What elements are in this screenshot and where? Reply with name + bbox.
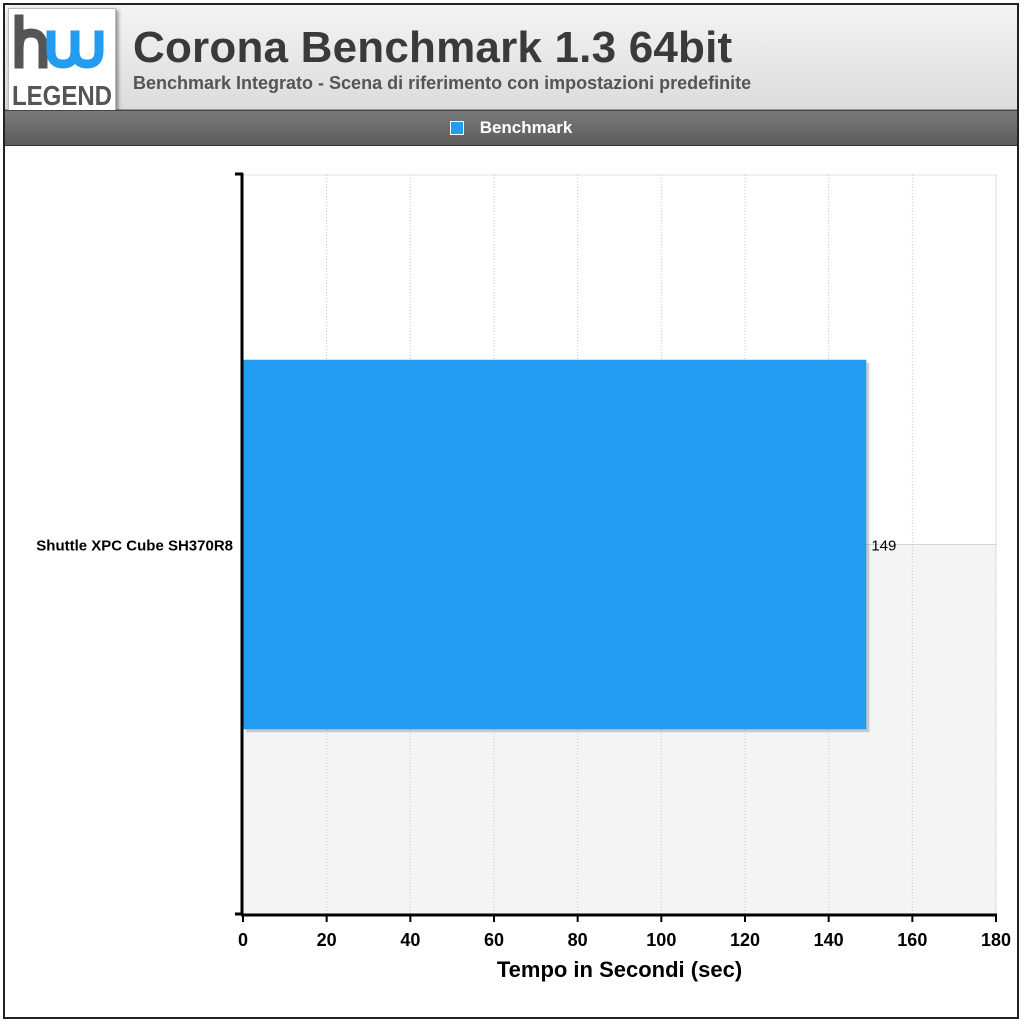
x-tick-label-60: 60 bbox=[484, 930, 504, 950]
bar-value-label: 149 bbox=[871, 538, 896, 555]
chart-header: Corona Benchmark 1.3 64bit Benchmark Int… bbox=[5, 5, 1017, 110]
x-tick-label-80: 80 bbox=[568, 930, 588, 950]
x-tick-label-140: 140 bbox=[814, 930, 844, 950]
legend-swatch-benchmark bbox=[449, 121, 464, 135]
x-tick-label-20: 20 bbox=[317, 930, 337, 950]
hwlegend-logo-icon: LEGEND bbox=[12, 14, 112, 111]
chart-subtitle: Benchmark Integrato - Scena di riferimen… bbox=[133, 73, 752, 93]
x-tick-label-120: 120 bbox=[730, 930, 760, 950]
x-tick-label-100: 100 bbox=[646, 930, 676, 950]
logo-wordmark: LEGEND bbox=[12, 80, 112, 111]
x-axis-title: Tempo in Secondi (sec) bbox=[497, 957, 742, 982]
bar-shuttle-xpc-cube-sh370r8 bbox=[243, 359, 867, 730]
hwlegend-logo: LEGEND bbox=[8, 8, 116, 116]
legend-band: Benchmark bbox=[5, 110, 1017, 146]
x-tick-label-160: 160 bbox=[897, 930, 927, 950]
x-tick-label-180: 180 bbox=[981, 930, 1011, 950]
x-tick-label-0: 0 bbox=[238, 930, 248, 950]
x-tick-label-40: 40 bbox=[400, 930, 420, 950]
legend-label-benchmark: Benchmark bbox=[479, 118, 573, 137]
category-label: Shuttle XPC Cube SH370R8 bbox=[36, 538, 233, 555]
chart-title: Corona Benchmark 1.3 64bit bbox=[133, 23, 733, 72]
chart-legend: Benchmark bbox=[5, 111, 1017, 145]
